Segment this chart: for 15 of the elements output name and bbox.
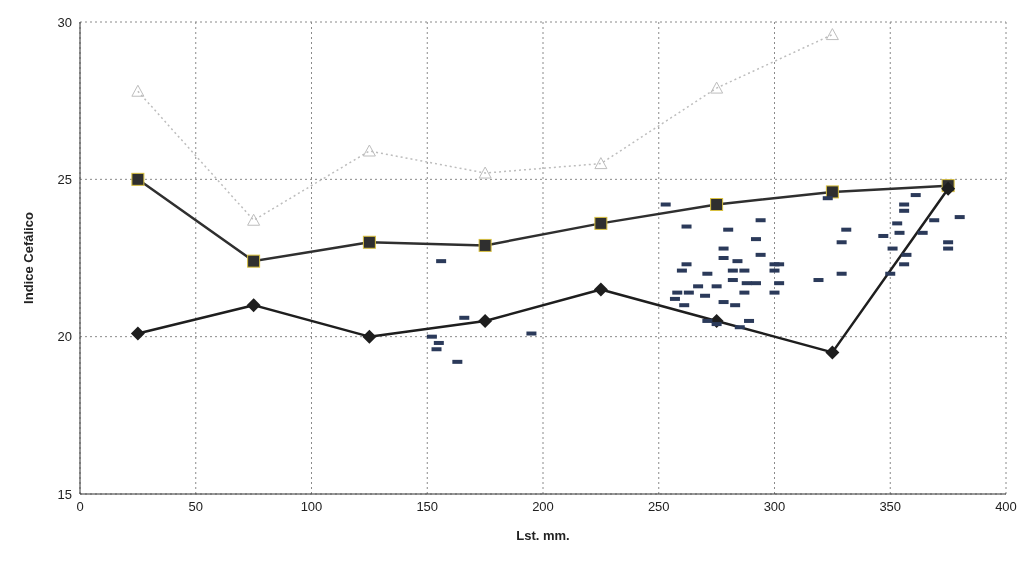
x-tick-label: 200 — [532, 499, 554, 515]
x-tick-label: 0 — [76, 499, 84, 515]
x-tick-label: 100 — [300, 499, 323, 515]
x-tick-label: 250 — [647, 499, 670, 515]
x-tick-label: 300 — [763, 499, 786, 515]
y-tick-label: 30 — [57, 14, 72, 30]
x-tick-label: 400 — [995, 499, 1017, 515]
x-tick-label: 150 — [416, 499, 439, 515]
y-tick-label: 20 — [57, 329, 72, 345]
x-axis-title: Lst. mm. — [516, 528, 570, 543]
y-tick-label: 15 — [57, 486, 72, 502]
y-tick-label: 25 — [57, 171, 72, 187]
x-tick-label: 50 — [188, 499, 203, 515]
x-tick-label: 350 — [879, 499, 902, 515]
y-axis-title: Indice Cefálico — [20, 212, 36, 304]
